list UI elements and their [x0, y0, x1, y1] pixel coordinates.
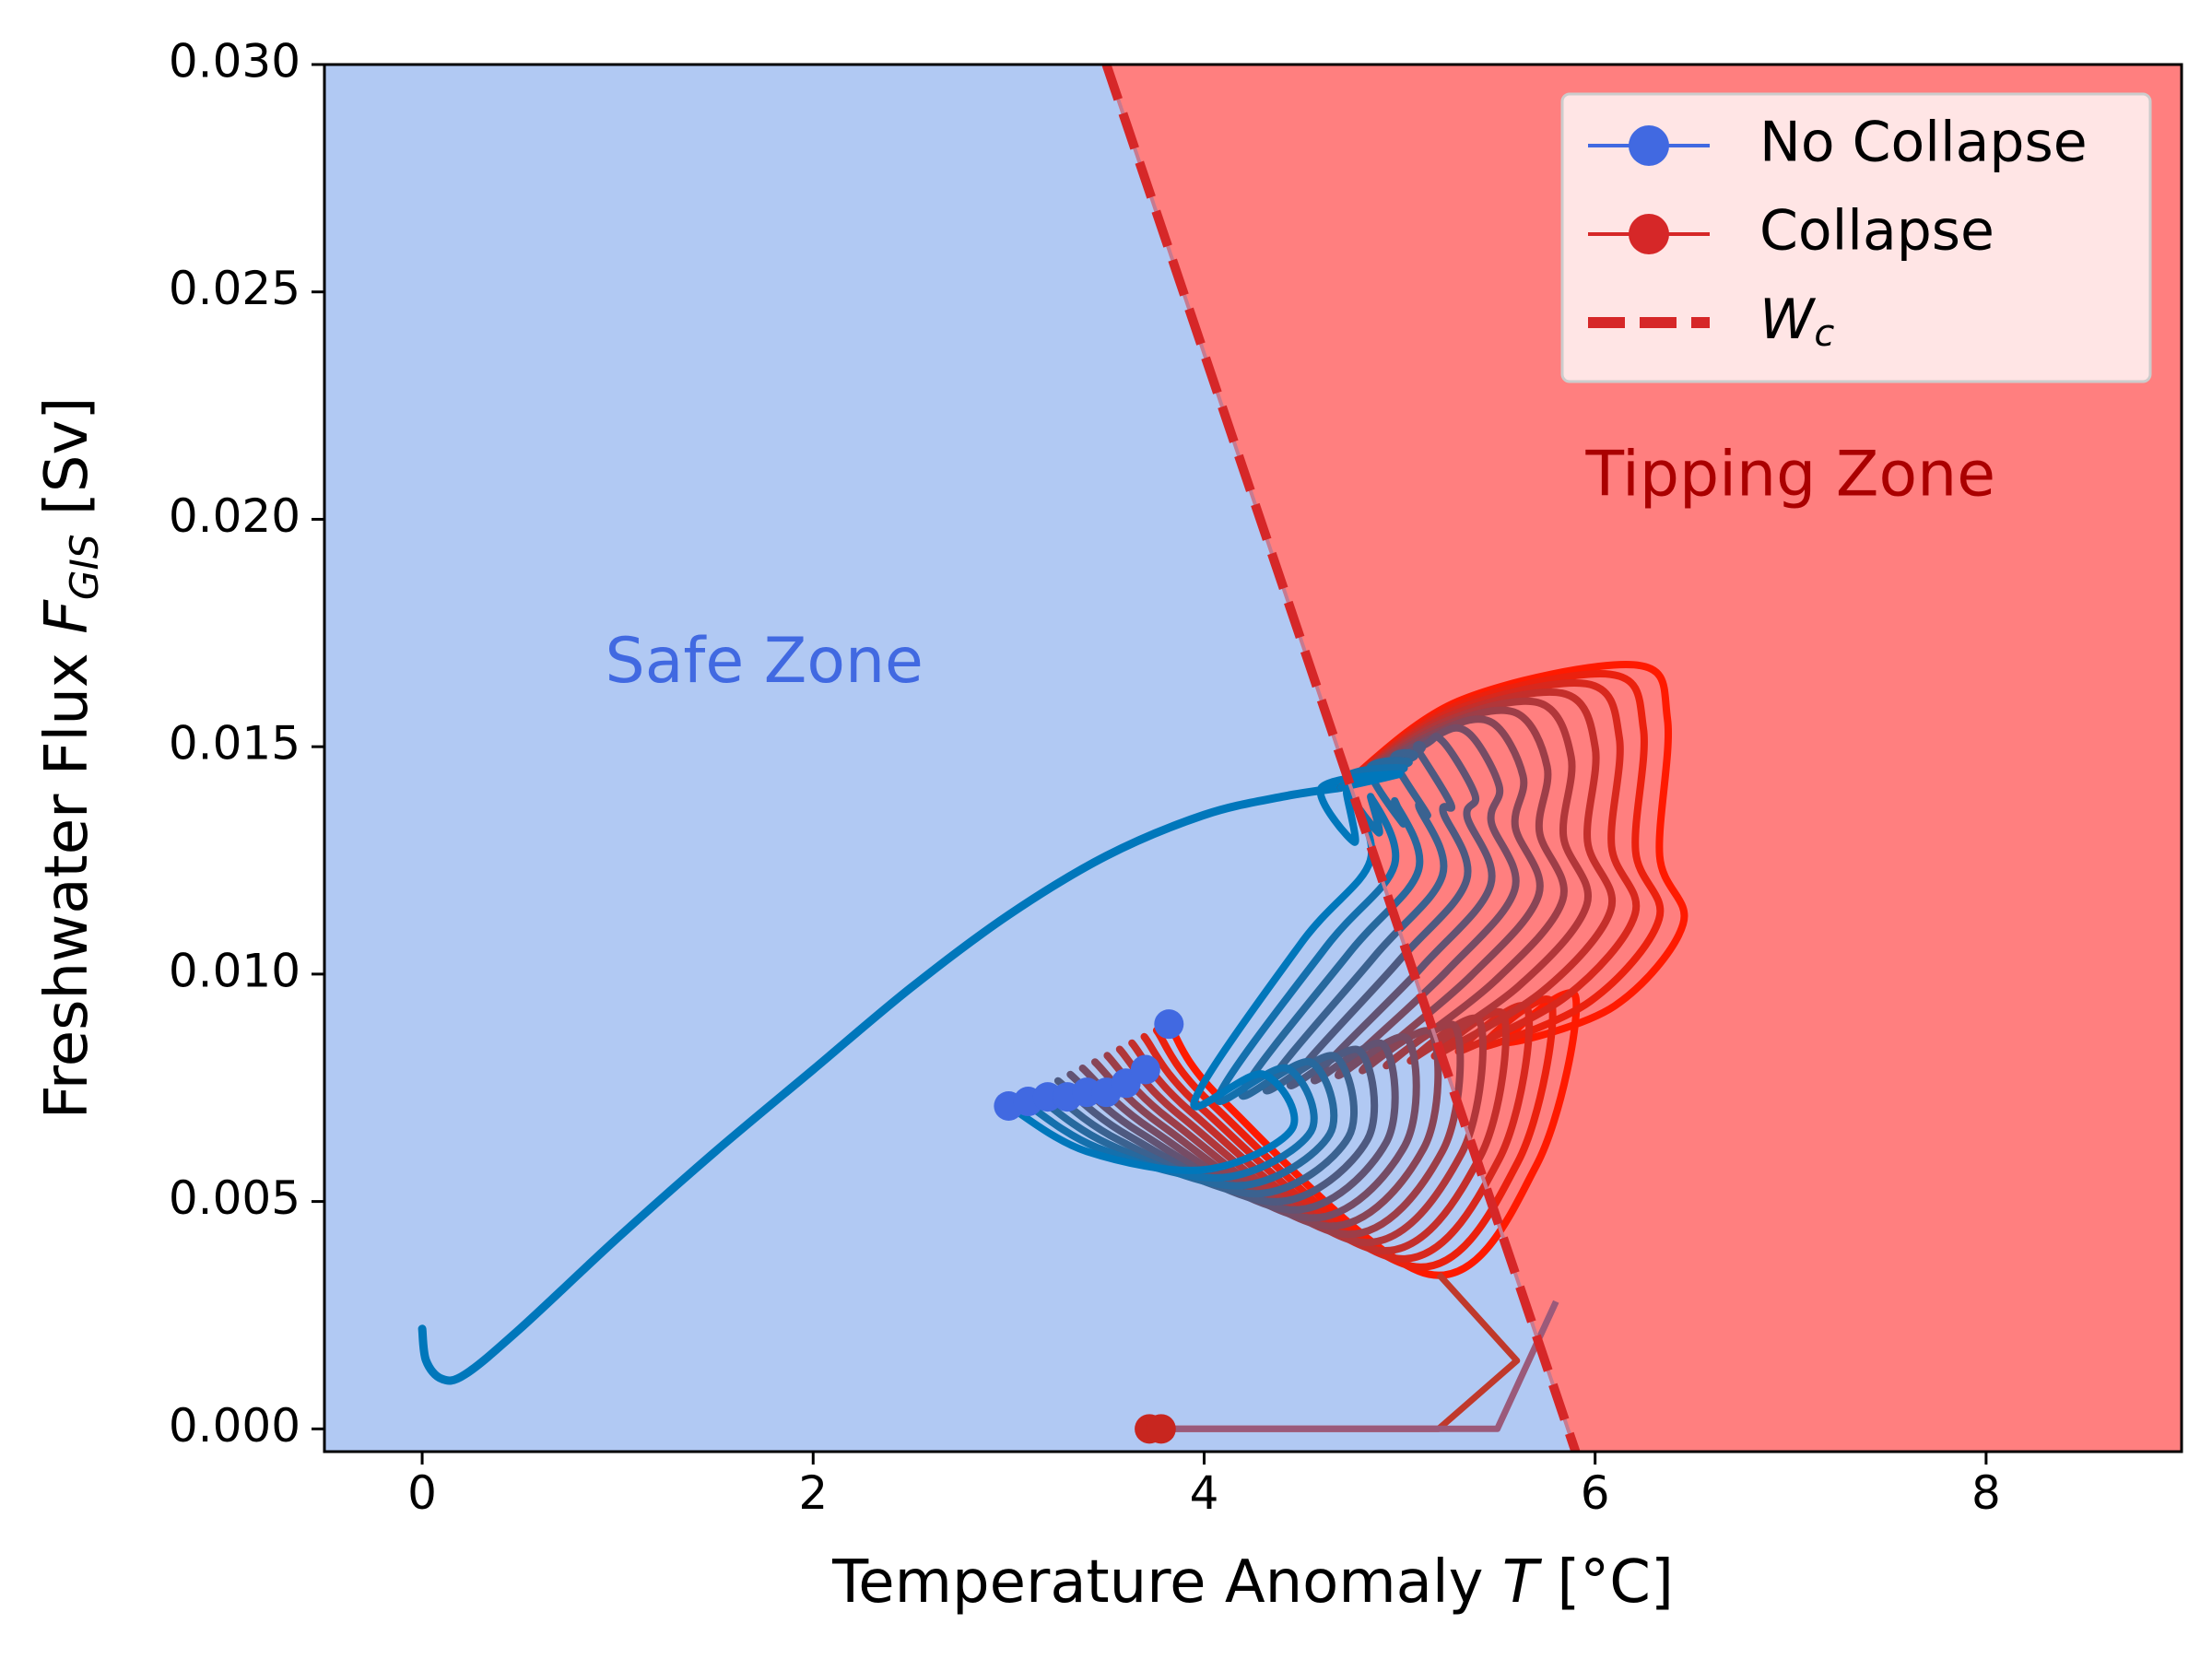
legend-box — [1560, 92, 2152, 383]
safe-zone-label: Safe Zone — [606, 625, 924, 698]
y-tick-label-3: 0.015 — [169, 717, 300, 771]
x-tick-label-4: 8 — [1971, 1466, 2001, 1520]
legend-label-3: Wc — [1759, 288, 1834, 355]
legend-label-1: No Collapse — [1759, 111, 2088, 175]
tipping-zone-label: Tipping Zone — [1585, 439, 1996, 512]
no-collapse-marker-9 — [1154, 1009, 1184, 1040]
x-tick-label-2: 4 — [1190, 1466, 1219, 1520]
axes: 0 2 4 6 8 0.000 0.005 0.010 0.015 0.020 0.025 0.030… — [33, 35, 2183, 1617]
x-tick-label-3: 6 — [1581, 1466, 1610, 1520]
x-tick-label-1: 2 — [798, 1466, 828, 1520]
y-axis-label-unit: [Sv] — [33, 397, 101, 535]
y-tick-label-2: 0.010 — [169, 944, 300, 997]
y-tick-label-5: 0.025 — [169, 262, 300, 315]
legend: No Collapse Collapse Wc — [1560, 92, 2152, 383]
legend-label-subscript: c — [1814, 312, 1834, 355]
trajectory-5 — [1053, 741, 1472, 1206]
no-collapse-marker-8 — [1130, 1054, 1160, 1085]
y-tick-label-1: 0.005 — [169, 1171, 300, 1225]
y-tick-label-4: 0.020 — [169, 489, 300, 543]
x-tick-label-0: 0 — [407, 1466, 437, 1520]
trajectory-1 — [1005, 770, 1404, 1174]
trajectory-6 — [1066, 733, 1496, 1214]
wc-boundary-line — [1101, 65, 1581, 1452]
x-axis-label-symbol: T — [1502, 1548, 1543, 1617]
legend-label-symbol: W — [1759, 288, 1817, 352]
y-axis-label: Freshwater Flux FGIS [Sv] — [33, 397, 107, 1120]
legend-marker-2 — [1629, 214, 1669, 254]
y-axis-label-text: Freshwater Flux — [33, 634, 101, 1119]
plot-frame — [323, 63, 2183, 1453]
legend-label-2: Collapse — [1759, 199, 1994, 264]
y-axis-label-symbol: F — [33, 599, 101, 634]
x-axis-label-text: Temperature Anomaly — [831, 1548, 1502, 1617]
trajectory-3 — [1030, 757, 1424, 1190]
legend-marker-1 — [1629, 125, 1669, 166]
y-tick-label-0: 0.000 — [169, 1399, 300, 1453]
collapse-marker-2 — [1146, 1414, 1176, 1444]
x-axis-label: Temperature Anomaly T [°C] — [831, 1548, 1674, 1617]
warmup-trajectory — [418, 783, 1346, 1385]
y-axis-label-subscript: GIS — [62, 534, 107, 600]
y-tick-label-6: 0.030 — [169, 35, 300, 88]
x-axis-label-unit: [°C] — [1538, 1548, 1674, 1617]
